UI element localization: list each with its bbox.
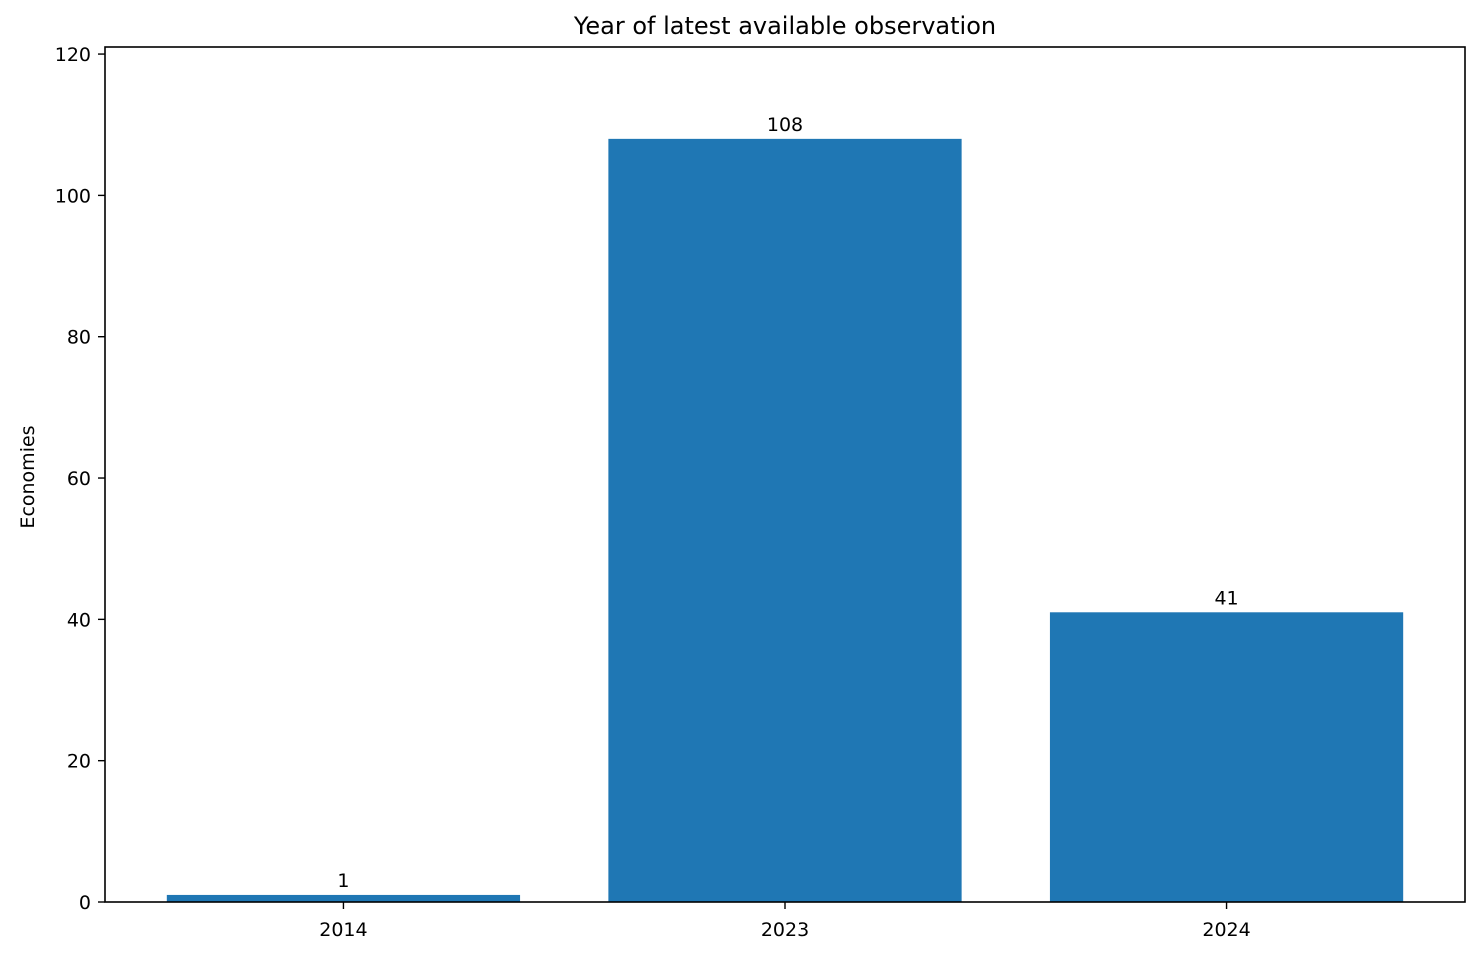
plot-frame	[104, 46, 1466, 903]
y-axis-label: Economies	[17, 425, 39, 528]
y-tick-label: 120	[55, 44, 91, 66]
y-tick-label: 40	[67, 609, 91, 631]
y-tick-label: 0	[79, 892, 91, 914]
bar-labels-layer: 1 108 41	[337, 114, 1238, 892]
y-tick-label: 60	[67, 468, 91, 490]
y-tick-label: 80	[67, 327, 91, 349]
y-tick-label: 100	[55, 185, 91, 207]
y-axis-ticks: 0 20 40 60 80 100 120	[55, 44, 105, 914]
bar-2014	[166, 894, 521, 902]
bar-2024	[1049, 612, 1404, 902]
x-tick-label: 2024	[1202, 919, 1250, 941]
x-tick-label: 2023	[761, 919, 809, 941]
bar-value-label: 108	[767, 114, 803, 136]
bar-value-label: 41	[1214, 587, 1238, 609]
chart-title: Year of latest available observation	[573, 12, 996, 40]
x-axis-ticks: 2014 2023 2024	[319, 902, 1251, 941]
x-tick-label: 2014	[319, 919, 367, 941]
bars-layer	[166, 138, 1404, 902]
bar-value-label: 1	[337, 870, 349, 892]
bar-2023	[608, 138, 962, 902]
y-tick-label: 20	[67, 751, 91, 773]
